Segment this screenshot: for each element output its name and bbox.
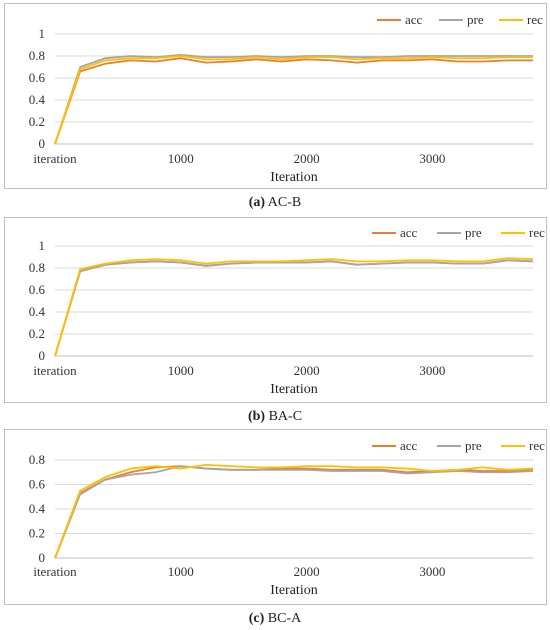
chart-c: 0 0.2 0.4 0.6 0.8 iteration 1000 2000 3000 Iterat… <box>29 438 545 598</box>
legend-label-pre: pre <box>467 12 484 27</box>
y-tick-label: 0.2 <box>29 526 45 541</box>
caption-b-label: (b) <box>247 409 266 424</box>
series-line-rec <box>54 257 534 357</box>
x-tick-label: 2000 <box>294 363 320 378</box>
x-tick-label: 3000 <box>419 151 445 166</box>
x-axis-title: Iteration <box>270 382 317 397</box>
caption-a-label: (a) <box>248 195 266 210</box>
y-tick-label: 0.6 <box>29 282 46 297</box>
x-tick-label: 1000 <box>168 564 194 579</box>
series-line-pre <box>54 54 533 145</box>
y-tick-label: 1 <box>39 238 46 253</box>
caption-a: (a) AC-B <box>0 195 550 211</box>
series-line-pre <box>54 465 534 559</box>
x-tick-label: 2000 <box>294 151 320 166</box>
legend-label-acc: acc <box>400 438 418 453</box>
x-tick-label: iteration <box>33 564 77 579</box>
series-line-pre <box>54 259 534 357</box>
caption-a-name: AC-B <box>267 195 302 210</box>
legend-label-rec: rec <box>529 225 545 240</box>
y-tick-label: 0.4 <box>29 92 46 107</box>
y-tick-label: 0.8 <box>29 452 45 467</box>
x-tick-label: 3000 <box>419 363 445 378</box>
series-line-acc <box>54 57 533 145</box>
y-tick-label: 0.4 <box>29 304 46 319</box>
x-tick-label: 3000 <box>419 564 445 579</box>
caption-b: (b) BA-C <box>0 409 550 425</box>
chart-panel-a: 0 0.2 0.4 0.6 0.8 1 iteration 1000 2000 3000 Itera… <box>4 3 547 189</box>
series-line-acc <box>54 465 534 559</box>
x-tick-label: 2000 <box>294 564 320 579</box>
chart-panel-c: 0 0.2 0.4 0.6 0.8 iteration 1000 2000 3000 Iterat… <box>4 429 547 605</box>
chart-b: 0 0.2 0.4 0.6 0.8 1 iteration 1000 2000 3000 Itera… <box>29 225 545 397</box>
caption-c-label: (c) <box>248 611 265 626</box>
series-line-acc <box>54 259 534 357</box>
y-tick-label: 0.6 <box>29 477 46 492</box>
legend-label-pre: pre <box>465 225 482 240</box>
caption-b-name: BA-C <box>268 409 303 424</box>
y-tick-label: 0 <box>39 348 46 363</box>
y-tick-label: 0.2 <box>29 326 45 341</box>
y-tick-label: 0.2 <box>29 114 45 129</box>
y-tick-label: 0.8 <box>29 260 45 275</box>
caption-c-name: BC-A <box>267 611 302 626</box>
caption-c: (c) BC-A <box>0 611 550 627</box>
legend-label-rec: rec <box>527 12 543 27</box>
x-axis-title: Iteration <box>270 583 317 598</box>
series-line-rec <box>54 55 533 145</box>
y-tick-label: 1 <box>39 26 46 41</box>
y-tick-label: 0.6 <box>29 70 46 85</box>
chart-panel-b: 0 0.2 0.4 0.6 0.8 1 iteration 1000 2000 3000 Itera… <box>4 217 547 403</box>
x-tick-label: 1000 <box>168 363 194 378</box>
legend-label-pre: pre <box>465 438 482 453</box>
x-tick-label: iteration <box>33 151 77 166</box>
x-tick-label: 1000 <box>168 151 194 166</box>
y-tick-label: 0.8 <box>29 48 45 63</box>
x-tick-label: iteration <box>33 363 77 378</box>
series-line-rec <box>54 464 534 559</box>
y-tick-label: 0 <box>39 550 46 565</box>
legend-label-acc: acc <box>405 12 423 27</box>
legend-label-rec: rec <box>529 438 545 453</box>
y-tick-label: 0 <box>39 136 46 151</box>
x-axis-title: Iteration <box>270 170 317 185</box>
legend-label-acc: acc <box>400 225 418 240</box>
chart-a: 0 0.2 0.4 0.6 0.8 1 iteration 1000 2000 3000 Itera… <box>29 12 543 185</box>
y-tick-label: 0.4 <box>29 501 46 516</box>
